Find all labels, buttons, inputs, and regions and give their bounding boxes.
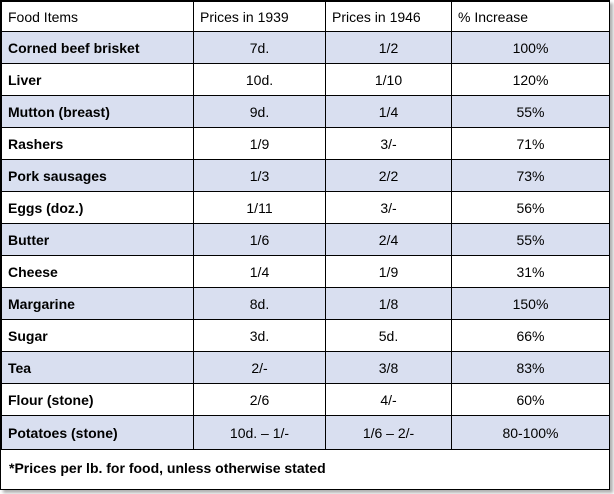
increase-cell: 73% (451, 159, 610, 192)
increase-cell: 55% (451, 95, 610, 128)
food-item-cell: Liver (1, 63, 194, 96)
price-1946-cell: 2/4 (325, 223, 452, 256)
increase-cell: 60% (451, 383, 610, 416)
increase-cell: 100% (451, 31, 610, 64)
table-row: Mutton (breast) 9d. 1/4 55% (1, 95, 610, 128)
table-row: Liver 10d. 1/10 120% (1, 63, 610, 96)
table-row: Potatoes (stone) 10d. – 1/- 1/6 – 2/- 80… (1, 415, 610, 450)
price-1946-cell: 1/2 (325, 31, 452, 64)
price-1946-cell: 1/8 (325, 287, 452, 320)
footnote: *Prices per lb. for food, unless otherwi… (9, 460, 326, 476)
food-item-cell: Mutton (breast) (1, 95, 194, 128)
food-item-cell: Pork sausages (1, 159, 194, 192)
food-item-cell: Cheese (1, 255, 194, 288)
food-item-cell: Rashers (1, 127, 194, 160)
price-1946-cell: 4/- (325, 383, 452, 416)
table-row: Corned beef brisket 7d. 1/2 100% (1, 31, 610, 64)
table-row: Eggs (doz.) 1/11 3/- 56% (1, 191, 610, 224)
header-percent-increase: % Increase (451, 1, 610, 32)
price-1946-cell: 3/- (325, 191, 452, 224)
increase-cell: 66% (451, 319, 610, 352)
increase-cell: 83% (451, 351, 610, 384)
increase-cell: 56% (451, 191, 610, 224)
price-1939-cell: 2/6 (193, 383, 326, 416)
price-1946-cell: 5d. (325, 319, 452, 352)
price-1939-cell: 1/11 (193, 191, 326, 224)
header-food-items: Food Items (1, 1, 194, 32)
food-item-cell: Butter (1, 223, 194, 256)
price-1939-cell: 9d. (193, 95, 326, 128)
price-1939-cell: 7d. (193, 31, 326, 64)
food-price-table: Food Items Prices in 1939 Prices in 1946… (1, 1, 610, 450)
food-item-cell: Sugar (1, 319, 194, 352)
header-prices-1946: Prices in 1946 (325, 1, 452, 32)
table-row: Pork sausages 1/3 2/2 73% (1, 159, 610, 192)
price-1939-cell: 10d. (193, 63, 326, 96)
price-1939-cell: 1/6 (193, 223, 326, 256)
price-1946-cell: 2/2 (325, 159, 452, 192)
table-row: Sugar 3d. 5d. 66% (1, 319, 610, 352)
price-1939-cell: 3d. (193, 319, 326, 352)
food-item-cell: Flour (stone) (1, 383, 194, 416)
increase-cell: 120% (451, 63, 610, 96)
increase-cell: 31% (451, 255, 610, 288)
header-prices-1939: Prices in 1939 (193, 1, 326, 32)
price-1946-cell: 3/- (325, 127, 452, 160)
price-1939-cell: 1/9 (193, 127, 326, 160)
price-1946-cell: 1/6 – 2/- (325, 415, 452, 450)
food-item-cell: Margarine (1, 287, 194, 320)
table-row: Margarine 8d. 1/8 150% (1, 287, 610, 320)
price-1946-cell: 1/4 (325, 95, 452, 128)
table-row: Flour (stone) 2/6 4/- 60% (1, 383, 610, 416)
price-1939-cell: 1/4 (193, 255, 326, 288)
increase-cell: 55% (451, 223, 610, 256)
food-item-cell: Eggs (doz.) (1, 191, 194, 224)
price-1939-cell: 8d. (193, 287, 326, 320)
table-header-row: Food Items Prices in 1939 Prices in 1946… (1, 1, 610, 32)
increase-cell: 71% (451, 127, 610, 160)
increase-cell: 150% (451, 287, 610, 320)
price-1946-cell: 1/9 (325, 255, 452, 288)
table-row: Cheese 1/4 1/9 31% (1, 255, 610, 288)
price-1939-cell: 2/- (193, 351, 326, 384)
price-1939-cell: 1/3 (193, 159, 326, 192)
food-item-cell: Potatoes (stone) (1, 415, 194, 450)
increase-cell: 80-100% (451, 415, 610, 450)
price-1939-cell: 10d. – 1/- (193, 415, 326, 450)
table-row: Tea 2/- 3/8 83% (1, 351, 610, 384)
food-item-cell: Corned beef brisket (1, 31, 194, 64)
table-row: Rashers 1/9 3/- 71% (1, 127, 610, 160)
price-1946-cell: 3/8 (325, 351, 452, 384)
food-item-cell: Tea (1, 351, 194, 384)
price-1946-cell: 1/10 (325, 63, 452, 96)
table-row: Butter 1/6 2/4 55% (1, 223, 610, 256)
